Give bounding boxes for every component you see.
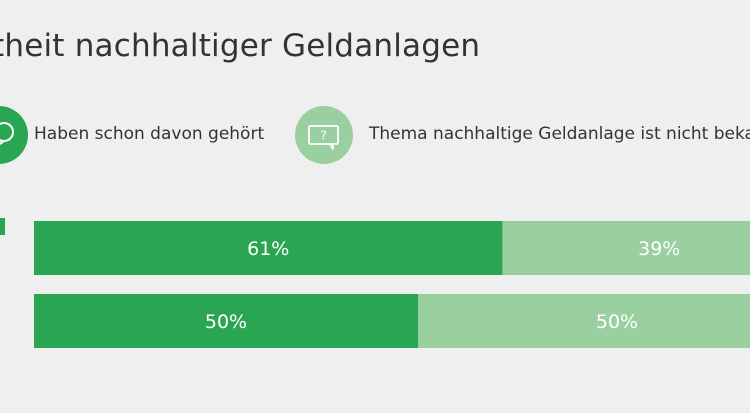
legend-label-unknown: Thema nachhaltige Geldanlage ist nicht b…	[369, 124, 750, 144]
bar-segment-row1-series2	[502, 221, 750, 275]
bar-segment-row2-series1	[34, 294, 418, 348]
chart-title: theit nachhaltiger Geldanlagen	[0, 28, 481, 64]
data-label-row2-series1: 50%	[205, 311, 247, 333]
row-marker	[0, 218, 5, 235]
bar-segment-row2-series2	[418, 294, 750, 348]
legend-label-heard: Haben schon davon gehört	[34, 124, 265, 144]
data-label-row1-series2: 39%	[638, 238, 680, 260]
question-speech-bubble-icon: ?	[295, 106, 353, 164]
speech-bubble-icon	[0, 106, 28, 164]
data-label-row1-series1: 61%	[247, 238, 289, 260]
bar-segment-row1-series1	[34, 221, 503, 275]
data-label-row2-series2: 50%	[596, 311, 638, 333]
svg-text:?: ?	[320, 129, 326, 143]
